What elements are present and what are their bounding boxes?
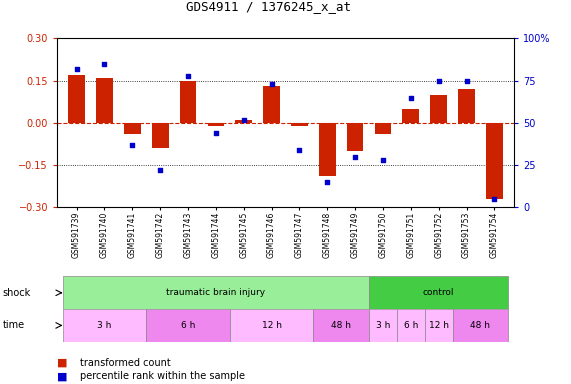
- Bar: [63, 309, 146, 342]
- Text: 12 h: 12 h: [262, 321, 282, 330]
- Point: [462, 78, 471, 84]
- Point: [155, 167, 164, 173]
- Point: [351, 154, 360, 160]
- Text: 48 h: 48 h: [331, 321, 351, 330]
- Point: [434, 78, 443, 84]
- Point: [211, 130, 220, 136]
- Bar: [235, 120, 252, 123]
- Text: shock: shock: [3, 288, 31, 298]
- Text: control: control: [423, 288, 455, 297]
- Text: 6 h: 6 h: [181, 321, 195, 330]
- Bar: [124, 123, 140, 134]
- Point: [323, 179, 332, 185]
- Bar: [230, 309, 313, 342]
- Text: 48 h: 48 h: [471, 321, 490, 330]
- Bar: [263, 86, 280, 123]
- Bar: [180, 81, 196, 123]
- Point: [407, 94, 416, 101]
- Point: [72, 66, 81, 72]
- Text: GDS4911 / 1376245_x_at: GDS4911 / 1376245_x_at: [186, 0, 351, 13]
- Bar: [425, 309, 453, 342]
- Text: percentile rank within the sample: percentile rank within the sample: [80, 371, 245, 381]
- Bar: [63, 276, 369, 309]
- Bar: [458, 89, 475, 123]
- Point: [183, 73, 192, 79]
- Bar: [369, 276, 508, 309]
- Bar: [369, 309, 397, 342]
- Text: 3 h: 3 h: [97, 321, 112, 330]
- Text: ■: ■: [57, 371, 67, 381]
- Text: transformed count: transformed count: [80, 358, 171, 368]
- Bar: [207, 123, 224, 126]
- Point: [295, 147, 304, 153]
- Bar: [403, 109, 419, 123]
- Bar: [291, 123, 308, 126]
- Bar: [486, 123, 502, 199]
- Bar: [397, 309, 425, 342]
- Text: ■: ■: [57, 358, 67, 368]
- Bar: [146, 309, 230, 342]
- Point: [100, 61, 109, 67]
- Point: [379, 157, 388, 163]
- Text: 6 h: 6 h: [404, 321, 418, 330]
- Point: [490, 196, 499, 202]
- Bar: [152, 123, 168, 148]
- Bar: [347, 123, 364, 151]
- Point: [128, 142, 137, 148]
- Point: [267, 81, 276, 87]
- Text: 3 h: 3 h: [376, 321, 390, 330]
- Bar: [431, 95, 447, 123]
- Bar: [375, 123, 391, 134]
- Bar: [69, 75, 85, 123]
- Bar: [313, 309, 369, 342]
- Text: traumatic brain injury: traumatic brain injury: [166, 288, 266, 297]
- Text: 12 h: 12 h: [429, 321, 449, 330]
- Bar: [319, 123, 336, 176]
- Point: [239, 116, 248, 122]
- Bar: [96, 78, 113, 123]
- Bar: [453, 309, 508, 342]
- Text: time: time: [3, 320, 25, 331]
